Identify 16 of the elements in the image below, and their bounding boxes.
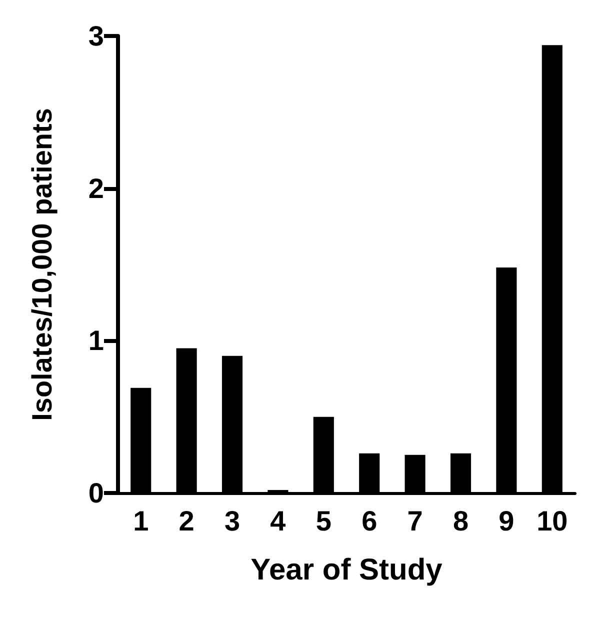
x-tick-label: 1 [133,506,149,536]
y-axis-title: Isolates/10,000 patients [26,108,58,421]
x-tick-label: 7 [407,506,423,536]
x-tick-label: 4 [270,506,286,536]
y-tick-label: 3 [88,20,104,52]
x-tick-label: 9 [498,506,514,536]
x-tick-label: 3 [224,506,240,536]
y-tick-label: 1 [88,325,104,356]
x-axis-title: Year of Study [250,554,443,586]
x-tick-label: 5 [316,506,332,536]
y-tick-label: 0 [88,478,104,508]
x-tick-label: 6 [362,506,378,536]
x-tick-label: 10 [536,506,568,536]
y-tick-label: 2 [88,172,104,204]
x-tick-label: 2 [178,506,194,536]
x-tick-label: 8 [452,506,469,536]
